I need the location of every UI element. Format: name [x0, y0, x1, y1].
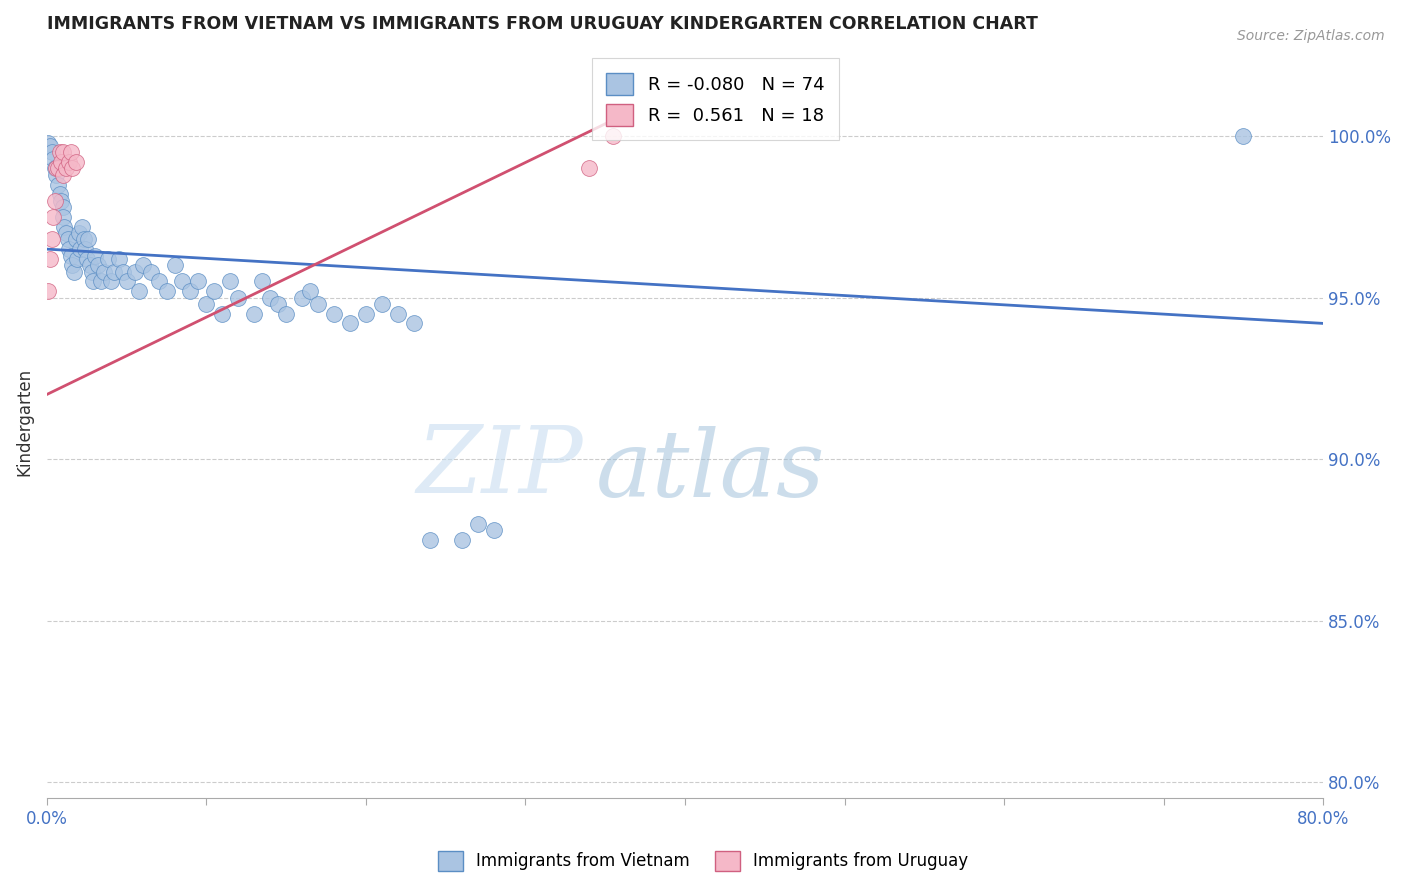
- Point: [1232, 129, 1254, 144]
- Point: [107, 252, 129, 266]
- Point: [259, 291, 281, 305]
- Point: [39, 138, 62, 153]
- Point: [90, 274, 112, 288]
- Legend: R = -0.080   N = 74, R =  0.561   N = 18: R = -0.080 N = 74, R = 0.561 N = 18: [592, 59, 839, 140]
- Point: [482, 523, 505, 537]
- Point: [41, 232, 63, 246]
- Legend: Immigrants from Vietnam, Immigrants from Uruguay: Immigrants from Vietnam, Immigrants from…: [429, 842, 977, 880]
- Point: [52, 145, 75, 160]
- Point: [69, 242, 91, 256]
- Point: [65, 155, 87, 169]
- Point: [48, 145, 70, 160]
- Point: [450, 533, 472, 547]
- Point: [44, 194, 66, 208]
- Point: [87, 258, 110, 272]
- Point: [63, 265, 86, 279]
- Point: [339, 317, 361, 331]
- Point: [387, 307, 409, 321]
- Point: [62, 161, 84, 176]
- Point: [39, 252, 62, 266]
- Point: [163, 258, 186, 272]
- Point: [124, 265, 146, 279]
- Point: [228, 291, 250, 305]
- Point: [52, 168, 75, 182]
- Point: [48, 187, 70, 202]
- Point: [72, 232, 94, 246]
- Point: [211, 307, 233, 321]
- Point: [578, 161, 600, 176]
- Point: [103, 265, 125, 279]
- Point: [75, 242, 97, 256]
- Point: [323, 307, 346, 321]
- Point: [115, 274, 138, 288]
- Point: [467, 516, 489, 531]
- Point: [299, 284, 322, 298]
- Point: [46, 161, 69, 176]
- Point: [42, 210, 65, 224]
- Point: [52, 200, 75, 214]
- Point: [45, 168, 67, 182]
- Point: [291, 291, 314, 305]
- Point: [252, 274, 274, 288]
- Point: [112, 265, 135, 279]
- Point: [51, 194, 73, 208]
- Point: [371, 297, 394, 311]
- Point: [93, 265, 115, 279]
- Point: [59, 249, 82, 263]
- Point: [100, 274, 122, 288]
- Point: [155, 284, 177, 298]
- Point: [82, 274, 104, 288]
- Point: [419, 533, 441, 547]
- Point: [62, 258, 84, 272]
- Point: [148, 274, 170, 288]
- Point: [58, 155, 80, 169]
- Point: [219, 274, 242, 288]
- Point: [65, 232, 87, 246]
- Point: [307, 297, 329, 311]
- Point: [45, 161, 67, 176]
- Point: [79, 258, 101, 272]
- Point: [80, 265, 103, 279]
- Point: [66, 252, 89, 266]
- Point: [243, 307, 266, 321]
- Point: [96, 252, 118, 266]
- Point: [354, 307, 377, 321]
- Point: [202, 284, 225, 298]
- Y-axis label: Kindergarten: Kindergarten: [15, 368, 32, 476]
- Point: [37, 136, 59, 150]
- Text: atlas: atlas: [596, 425, 825, 516]
- Point: [179, 284, 201, 298]
- Point: [128, 284, 150, 298]
- Point: [83, 249, 105, 263]
- Point: [77, 232, 100, 246]
- Point: [58, 242, 80, 256]
- Point: [402, 317, 425, 331]
- Point: [276, 307, 298, 321]
- Point: [51, 155, 73, 169]
- Point: [41, 145, 63, 160]
- Point: [131, 258, 153, 272]
- Text: ZIP: ZIP: [416, 422, 583, 512]
- Point: [67, 226, 90, 240]
- Point: [52, 210, 75, 224]
- Point: [56, 232, 79, 246]
- Point: [139, 265, 162, 279]
- Point: [70, 219, 93, 234]
- Point: [187, 274, 209, 288]
- Point: [602, 129, 624, 144]
- Text: Source: ZipAtlas.com: Source: ZipAtlas.com: [1237, 29, 1385, 43]
- Point: [195, 297, 218, 311]
- Point: [55, 226, 77, 240]
- Point: [59, 145, 82, 160]
- Point: [46, 178, 69, 192]
- Point: [267, 297, 290, 311]
- Point: [44, 161, 66, 176]
- Point: [55, 161, 77, 176]
- Point: [42, 152, 65, 166]
- Point: [37, 284, 59, 298]
- Point: [76, 252, 98, 266]
- Point: [172, 274, 194, 288]
- Point: [53, 219, 76, 234]
- Text: IMMIGRANTS FROM VIETNAM VS IMMIGRANTS FROM URUGUAY KINDERGARTEN CORRELATION CHAR: IMMIGRANTS FROM VIETNAM VS IMMIGRANTS FR…: [46, 15, 1038, 33]
